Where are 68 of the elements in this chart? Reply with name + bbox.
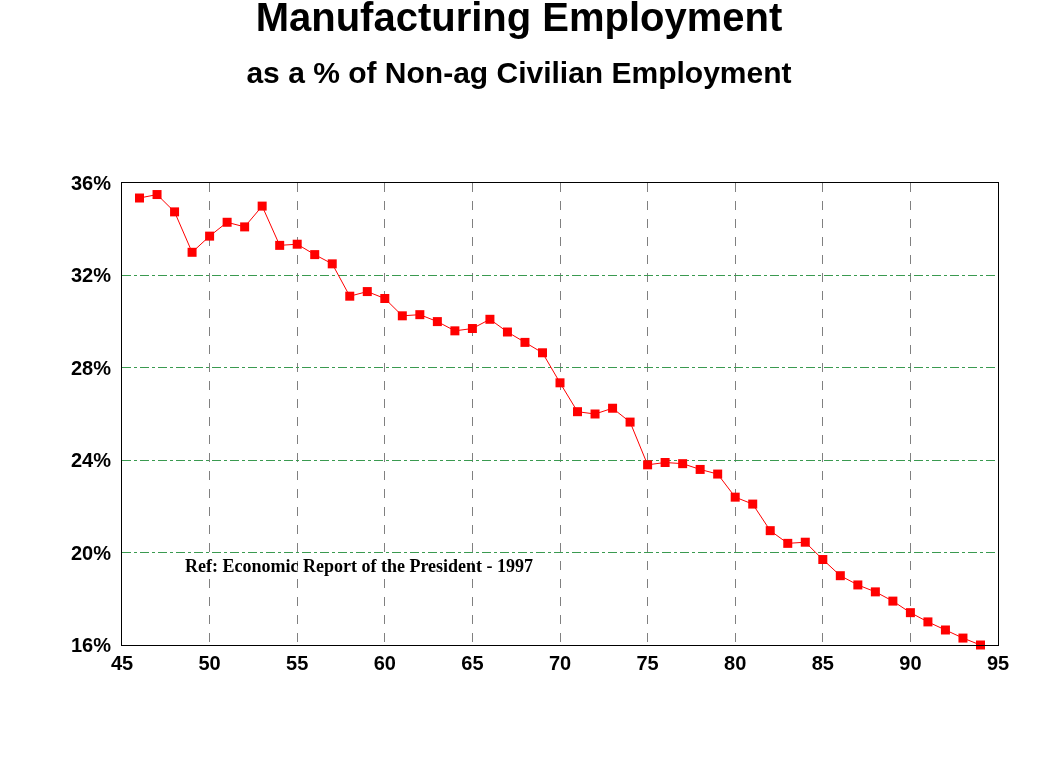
point <box>222 217 232 227</box>
point <box>257 201 267 211</box>
point <box>467 324 477 334</box>
point <box>520 337 530 347</box>
point <box>240 222 250 232</box>
point <box>800 537 810 547</box>
point <box>170 207 180 217</box>
point <box>152 190 162 200</box>
point <box>643 460 653 470</box>
x-tick-label: 60 <box>373 652 396 674</box>
point <box>292 239 302 249</box>
point <box>870 587 880 597</box>
point <box>713 469 723 479</box>
point <box>765 526 775 536</box>
point <box>310 250 320 260</box>
y-tick-label: 32% <box>70 264 112 287</box>
x-tick-label: 65 <box>461 652 484 674</box>
point <box>590 409 600 419</box>
point <box>432 317 442 327</box>
chart-title: Manufacturing Employment <box>255 0 783 40</box>
point <box>397 311 407 321</box>
point <box>380 294 390 303</box>
point <box>905 608 915 618</box>
x-tick-label: 70 <box>548 652 572 674</box>
point <box>783 538 793 548</box>
point <box>537 348 547 358</box>
point <box>502 327 512 337</box>
point <box>205 231 215 241</box>
point <box>345 291 355 301</box>
point <box>730 492 740 502</box>
point <box>415 310 425 320</box>
point <box>625 417 635 427</box>
x-tick-label: 85 <box>811 652 834 674</box>
point <box>275 240 285 250</box>
point <box>362 287 372 297</box>
x-tick-label: 45 <box>110 652 134 674</box>
point <box>660 458 670 468</box>
point <box>923 617 933 627</box>
x-tick-label: 95 <box>986 652 1010 674</box>
y-tick-label: 24% <box>70 449 112 472</box>
point <box>695 464 705 474</box>
point <box>853 580 863 590</box>
x-tick-label: 55 <box>286 652 309 674</box>
annotation: Ref: Economic Report of the President - 1997 <box>185 556 534 576</box>
point <box>818 555 828 565</box>
point <box>573 407 583 417</box>
y-tick-label: 16% <box>70 634 112 656</box>
x-tick-label: 75 <box>636 652 659 674</box>
y-tick-label: 20% <box>70 541 112 564</box>
point <box>485 314 495 324</box>
x-tick-label: 80 <box>724 652 747 674</box>
point <box>608 403 618 413</box>
x-tick-label: 90 <box>899 652 922 674</box>
point <box>678 459 688 469</box>
y-tick-label: 28% <box>70 356 112 379</box>
point <box>555 378 565 388</box>
point <box>135 193 145 203</box>
point <box>940 625 950 635</box>
x-tick-label: 50 <box>198 652 221 674</box>
chart-subtitle: as a % of Non-ag Civilian Employment <box>246 56 792 90</box>
point <box>450 326 460 336</box>
point <box>187 247 197 257</box>
y-tick-label: 36% <box>70 172 112 194</box>
point <box>327 259 337 269</box>
point <box>748 499 758 509</box>
point <box>888 596 898 606</box>
point <box>835 571 845 581</box>
point <box>958 633 968 643</box>
